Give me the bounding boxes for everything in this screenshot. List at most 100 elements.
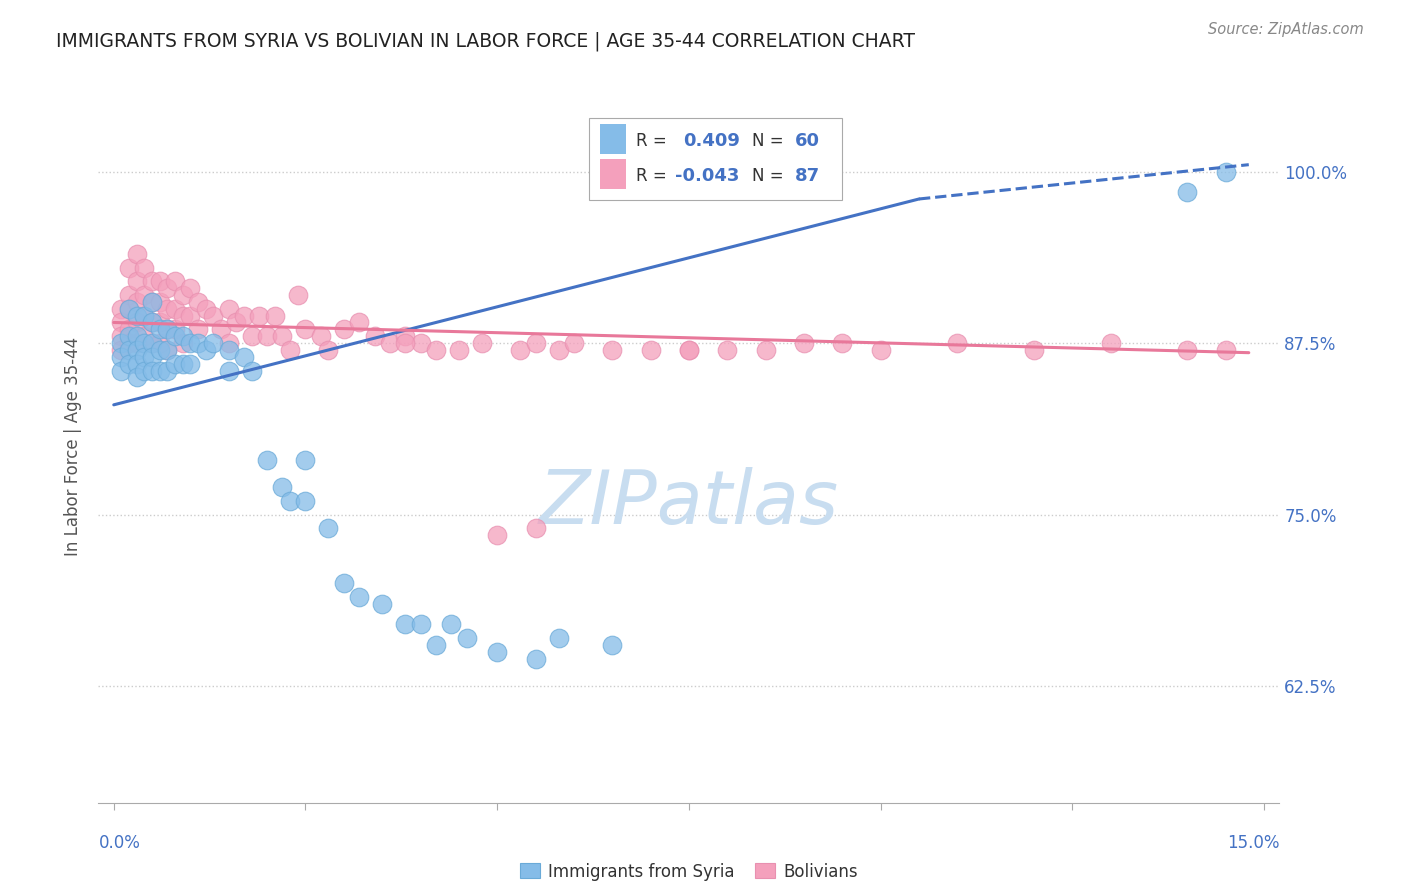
Text: 15.0%: 15.0% <box>1227 834 1279 852</box>
Point <box>165 322 187 336</box>
Point <box>141 274 163 288</box>
Point <box>149 316 172 330</box>
Point <box>118 288 141 302</box>
Point <box>141 294 163 309</box>
Point <box>678 343 700 357</box>
Point <box>394 617 416 632</box>
Point <box>309 329 332 343</box>
Point <box>172 329 194 343</box>
Point <box>141 316 163 330</box>
Point <box>165 301 187 316</box>
Point <box>294 452 316 467</box>
Point <box>793 336 815 351</box>
Point <box>271 329 294 343</box>
Point <box>600 343 623 357</box>
Point <box>125 336 148 351</box>
Point <box>134 309 156 323</box>
Point <box>165 357 187 371</box>
Point <box>256 452 278 467</box>
Point <box>249 309 271 323</box>
Point <box>194 343 217 357</box>
Text: N =: N = <box>752 167 783 185</box>
Text: 60: 60 <box>796 132 820 150</box>
Point <box>110 350 132 364</box>
Point <box>240 363 263 377</box>
Point <box>141 316 163 330</box>
Point <box>347 590 370 604</box>
Point <box>394 336 416 351</box>
Point <box>524 336 547 351</box>
Point <box>294 322 316 336</box>
Point <box>118 301 141 316</box>
Bar <box>600 124 626 154</box>
Point <box>165 274 187 288</box>
Point <box>125 343 148 357</box>
Point <box>125 316 148 330</box>
Text: Source: ZipAtlas.com: Source: ZipAtlas.com <box>1208 22 1364 37</box>
Bar <box>600 159 626 189</box>
Point <box>425 638 447 652</box>
Point <box>118 336 141 351</box>
Point <box>409 336 432 351</box>
Point <box>125 274 148 288</box>
Point <box>946 336 969 351</box>
Point <box>278 343 301 357</box>
FancyBboxPatch shape <box>589 118 842 200</box>
Point <box>141 363 163 377</box>
Point <box>156 322 179 336</box>
Point <box>149 363 172 377</box>
Point <box>172 288 194 302</box>
Point <box>678 343 700 357</box>
Point <box>425 343 447 357</box>
Text: R =: R = <box>636 167 666 185</box>
Point <box>486 528 509 542</box>
Point <box>363 329 385 343</box>
Point <box>141 350 163 364</box>
Point <box>600 638 623 652</box>
Point <box>509 343 531 357</box>
Point <box>333 576 356 591</box>
Point <box>134 260 156 275</box>
Point <box>156 281 179 295</box>
Point <box>125 357 148 371</box>
Point <box>134 309 156 323</box>
Point <box>869 343 891 357</box>
Point <box>179 336 201 351</box>
Point <box>134 288 156 302</box>
Point <box>524 651 547 665</box>
Point <box>172 357 194 371</box>
Point <box>118 301 141 316</box>
Point <box>263 309 285 323</box>
Point <box>125 309 148 323</box>
Point <box>318 343 340 357</box>
Point <box>202 309 225 323</box>
Point <box>486 645 509 659</box>
Point <box>471 336 494 351</box>
Point <box>831 336 853 351</box>
Point <box>218 336 240 351</box>
Point <box>233 350 256 364</box>
Legend: Immigrants from Syria, Bolivians: Immigrants from Syria, Bolivians <box>513 856 865 888</box>
Point <box>156 343 179 357</box>
Point <box>294 494 316 508</box>
Text: -0.043: -0.043 <box>675 167 740 185</box>
Text: R =: R = <box>636 132 666 150</box>
Point <box>110 336 132 351</box>
Point <box>547 631 569 645</box>
Point <box>156 363 179 377</box>
Point <box>225 316 247 330</box>
Point <box>187 294 209 309</box>
Point <box>141 336 163 351</box>
Point <box>333 322 356 336</box>
Point <box>149 336 172 351</box>
Point <box>240 329 263 343</box>
Point <box>172 309 194 323</box>
Point <box>409 617 432 632</box>
Point <box>156 301 179 316</box>
Point <box>287 288 309 302</box>
Point <box>218 343 240 357</box>
Point <box>134 329 156 343</box>
Point <box>1177 343 1199 357</box>
Point <box>187 336 209 351</box>
Point <box>125 329 148 343</box>
